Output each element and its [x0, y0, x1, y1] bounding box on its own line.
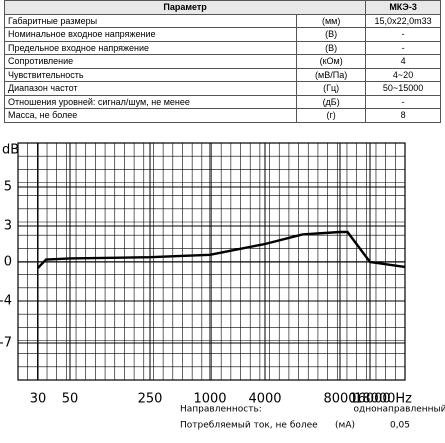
y-tick-label: 5 [4, 180, 12, 195]
response-line [37, 230, 406, 269]
note-text: Направленность: [180, 405, 262, 415]
x-tick-label: 16000 [349, 392, 390, 407]
note-text: Потребляемый ток, не более [180, 421, 318, 431]
table-row: Масса, не более (г) 8 [3, 108, 441, 123]
y-tick-label: 0 [4, 255, 12, 270]
header-row: Параметр МКЭ-3 [3, 0, 441, 15]
x-tick-label: 18000Hz [354, 392, 412, 407]
table-row: Чувствительность (мВ/Па) 4~20 [3, 67, 441, 82]
x-tick-label: 30 [30, 392, 47, 407]
y-tick-label: 3 [4, 219, 12, 234]
note-text: (мА) [335, 421, 355, 431]
table-cell: - [365, 94, 441, 109]
x-tick-label: 4000 [248, 392, 281, 407]
table-cell: Предельное входное напряжение [3, 40, 298, 55]
table-cell: Масса, не более [3, 108, 298, 123]
table-cell: (В) [296, 40, 367, 55]
table-cell: Номинальное входное напряжение [3, 27, 298, 42]
table-row: Номинальное входное напряжение (В) - [3, 27, 441, 42]
x-tick-label: 50 [62, 392, 79, 407]
header-cell: Параметр [3, 0, 367, 15]
note-text: 0,05 [390, 421, 410, 431]
y-tick-label: -4 [0, 294, 12, 309]
x-tick-label: 250 [138, 392, 163, 407]
table-cell: (В) [296, 27, 367, 42]
x-tick-label: 1000 [193, 392, 226, 407]
x-tick-label: 8000 [323, 392, 356, 407]
header-cell: МКЭ-3 [365, 0, 441, 15]
y-axis-label: dB [2, 143, 19, 158]
table-row: Предельное входное напряжение (В) - [3, 40, 441, 55]
table-cell: - [365, 40, 441, 55]
table-cell: - [365, 27, 441, 42]
spec-table: Параметр МКЭ-3 Габаритные размеры (мм) 15,0… [3, 0, 441, 123]
table-row: Диапазон частот (Гц) 50~15000 [3, 81, 441, 96]
note-text: однонаправленный [354, 405, 445, 415]
y-tick-label: -7 [0, 336, 12, 351]
table-row: Отношения уровней: сигнал/шум, не менее(… [3, 94, 441, 109]
table-cell: 8 [365, 108, 441, 123]
table-cell: (г) [296, 108, 367, 123]
